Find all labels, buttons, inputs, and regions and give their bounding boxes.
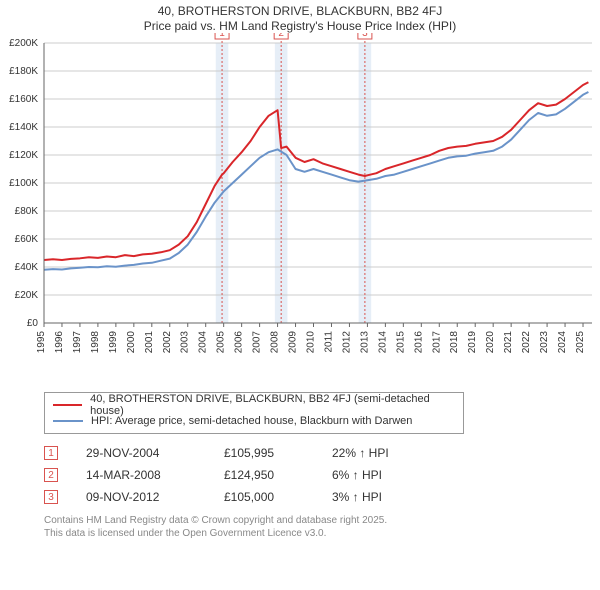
- svg-text:2018: 2018: [449, 331, 460, 354]
- svg-text:1997: 1997: [72, 331, 83, 354]
- transaction-price: £124,950: [224, 468, 304, 482]
- svg-text:2: 2: [278, 33, 284, 39]
- svg-text:2010: 2010: [306, 331, 317, 354]
- svg-text:2012: 2012: [341, 331, 352, 354]
- svg-text:£0: £0: [27, 318, 39, 329]
- svg-text:2004: 2004: [198, 331, 209, 354]
- svg-text:£140K: £140K: [9, 122, 38, 133]
- transaction-pct: 22% ↑ HPI: [332, 446, 422, 460]
- svg-text:£100K: £100K: [9, 178, 38, 189]
- legend-box: 40, BROTHERSTON DRIVE, BLACKBURN, BB2 4F…: [44, 392, 464, 434]
- legend-label: HPI: Average price, semi-detached house,…: [91, 415, 412, 427]
- svg-text:2022: 2022: [521, 331, 532, 354]
- legend-swatch: [53, 404, 82, 406]
- footer-line-1: Contains HM Land Registry data © Crown c…: [44, 514, 600, 527]
- legend-item: 40, BROTHERSTON DRIVE, BLACKBURN, BB2 4F…: [53, 397, 455, 413]
- svg-text:2002: 2002: [162, 331, 173, 354]
- transaction-date: 14-MAR-2008: [86, 468, 196, 482]
- title-line-2: Price paid vs. HM Land Registry's House …: [0, 19, 600, 33]
- transaction-pct: 6% ↑ HPI: [332, 468, 422, 482]
- transaction-pct: 3% ↑ HPI: [332, 490, 422, 504]
- svg-text:2023: 2023: [539, 331, 550, 354]
- legend-item: HPI: Average price, semi-detached house,…: [53, 413, 455, 429]
- transaction-price: £105,000: [224, 490, 304, 504]
- svg-text:2019: 2019: [467, 331, 478, 354]
- svg-text:2025: 2025: [575, 331, 586, 354]
- svg-text:£120K: £120K: [9, 150, 38, 161]
- svg-text:£60K: £60K: [15, 234, 39, 245]
- transaction-marker: 1: [44, 446, 58, 460]
- legend-label: 40, BROTHERSTON DRIVE, BLACKBURN, BB2 4F…: [90, 393, 455, 417]
- svg-text:2009: 2009: [288, 331, 299, 354]
- title-line-1: 40, BROTHERSTON DRIVE, BLACKBURN, BB2 4F…: [0, 4, 600, 18]
- svg-text:1995: 1995: [36, 331, 47, 354]
- svg-text:£40K: £40K: [15, 262, 39, 273]
- svg-text:1998: 1998: [90, 331, 101, 354]
- svg-text:2011: 2011: [323, 331, 334, 353]
- svg-text:2001: 2001: [144, 331, 155, 354]
- svg-text:2016: 2016: [413, 331, 424, 354]
- price-chart: £0 £20K £40K £60K £80K £100K £120K £140K £160K £1…: [0, 33, 600, 383]
- svg-text:2006: 2006: [234, 331, 245, 354]
- svg-text:2020: 2020: [485, 331, 496, 354]
- svg-text:£80K: £80K: [15, 206, 39, 217]
- svg-text:2003: 2003: [180, 331, 191, 354]
- svg-text:£200K: £200K: [9, 38, 38, 49]
- transaction-marker: 3: [44, 490, 58, 504]
- svg-text:2005: 2005: [216, 331, 227, 354]
- transaction-date: 09-NOV-2012: [86, 490, 196, 504]
- svg-text:1999: 1999: [108, 331, 119, 354]
- transaction-date: 29-NOV-2004: [86, 446, 196, 460]
- svg-text:2017: 2017: [431, 331, 442, 354]
- transaction-price: £105,995: [224, 446, 304, 460]
- legend-swatch: [53, 420, 83, 422]
- svg-text:2008: 2008: [270, 331, 281, 354]
- svg-text:3: 3: [362, 33, 368, 39]
- svg-text:2021: 2021: [503, 331, 514, 354]
- svg-text:£20K: £20K: [15, 290, 39, 301]
- transactions-table: 1 29-NOV-2004 £105,995 22% ↑ HPI 2 14-MAR-200…: [44, 442, 600, 508]
- transaction-marker: 2: [44, 468, 58, 482]
- transaction-row: 2 14-MAR-2008 £124,950 6% ↑ HPI: [44, 464, 600, 486]
- svg-text:1: 1: [219, 33, 225, 39]
- transaction-row: 3 09-NOV-2012 £105,000 3% ↑ HPI: [44, 486, 600, 508]
- svg-text:2015: 2015: [395, 331, 406, 354]
- svg-text:2014: 2014: [377, 331, 388, 354]
- svg-text:2000: 2000: [126, 331, 137, 354]
- svg-text:2024: 2024: [557, 331, 568, 354]
- svg-text:£180K: £180K: [9, 66, 38, 77]
- footer-line-2: This data is licensed under the Open Gov…: [44, 527, 600, 540]
- svg-text:1996: 1996: [54, 331, 65, 354]
- transaction-row: 1 29-NOV-2004 £105,995 22% ↑ HPI: [44, 442, 600, 464]
- footer-attribution: Contains HM Land Registry data © Crown c…: [44, 514, 600, 540]
- svg-text:2013: 2013: [359, 331, 370, 354]
- svg-text:2007: 2007: [252, 331, 263, 354]
- svg-text:£160K: £160K: [9, 94, 38, 105]
